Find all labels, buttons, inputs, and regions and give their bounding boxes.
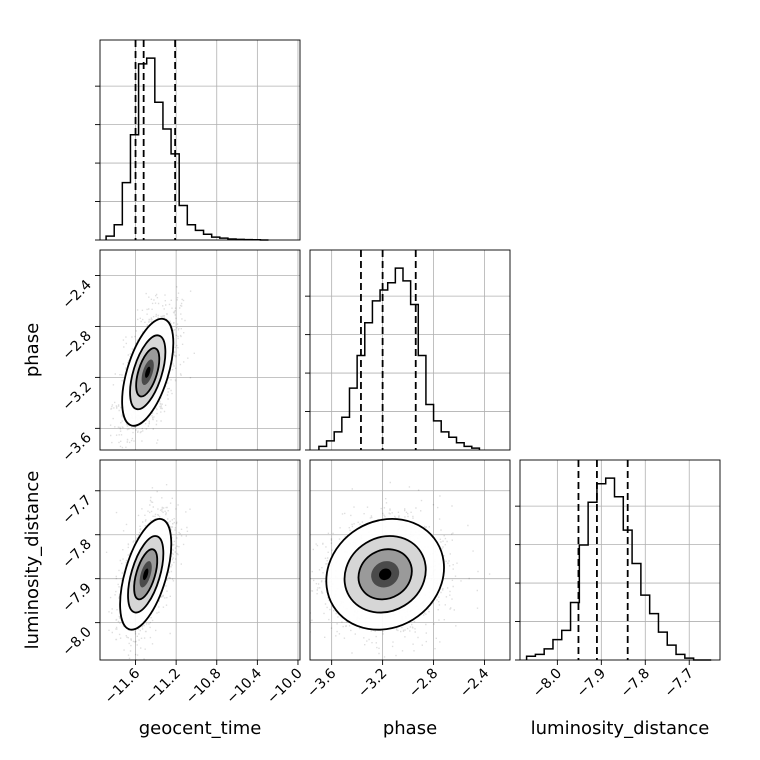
x-tick-label: −11.2: [142, 666, 184, 708]
marginal-panel-geocent_time: [95, 39, 301, 241]
x-tick-label: −7.7: [662, 666, 697, 701]
joint-density: [109, 286, 195, 450]
panel-frame: [99, 249, 301, 451]
x-tick-label: −10.4: [224, 665, 266, 707]
contour-2: [343, 535, 427, 614]
marginal-panel-phase: [305, 249, 511, 451]
x-tick-label: −10.8: [183, 666, 225, 708]
contour-2: [129, 334, 167, 411]
y-tick-label: −7.9: [59, 580, 94, 615]
panel-frame: [99, 39, 301, 241]
x-axis-label: geocent_time: [139, 718, 262, 739]
joint-panel-geocent_time-luminosity_distance: [99, 459, 301, 661]
y-axis-label: luminosity_distance: [22, 471, 43, 650]
panel-frame: [309, 459, 511, 661]
y-tick-label: −3.6: [59, 430, 94, 465]
density-level-5: [378, 568, 392, 581]
contour-1: [119, 518, 173, 631]
density-level-5: [145, 366, 151, 378]
x-tick-label: −3.6: [304, 665, 339, 700]
histogram-phase: [318, 267, 481, 450]
contour-1: [325, 518, 445, 631]
x-tick-label: −2.8: [406, 666, 441, 701]
x-tick-label: −3.2: [355, 666, 390, 701]
y-tick-label: −3.2: [59, 379, 94, 414]
histogram-luminosity_distance: [525, 477, 712, 661]
panel-frame: [519, 459, 721, 661]
y-tick-label: −2.8: [59, 328, 94, 363]
contour-2: [127, 535, 165, 614]
x-tick-label: −2.4: [457, 665, 492, 700]
contour-3: [133, 548, 159, 601]
panel-frame: [99, 459, 301, 661]
x-axis-label: luminosity_distance: [531, 718, 710, 739]
panel-frame: [309, 249, 511, 451]
y-tick-label: −7.8: [59, 536, 94, 571]
x-axis-label: phase: [383, 718, 437, 739]
x-tick-label: −8.0: [530, 666, 565, 701]
histogram-geocent_time: [105, 57, 269, 241]
joint-panel-phase-luminosity_distance: [309, 459, 511, 661]
x-tick-label: −7.8: [618, 666, 653, 701]
contour-1: [121, 317, 175, 427]
joint-density: [310, 481, 491, 660]
density-level-5: [143, 568, 149, 581]
x-tick-label: −11.6: [102, 665, 144, 707]
y-tick-label: −7.7: [59, 492, 94, 527]
x-tick-label: −10.0: [264, 666, 306, 708]
y-tick-label: −8.0: [59, 624, 94, 659]
contour-3: [135, 347, 161, 398]
marginal-panel-luminosity_distance: [515, 459, 721, 661]
y-tick-label: −2.4: [59, 277, 94, 312]
joint-panel-geocent_time-phase: [99, 249, 301, 451]
y-axis-label: phase: [22, 323, 43, 377]
x-tick-label: −7.9: [574, 666, 609, 701]
contour-3: [357, 548, 413, 601]
joint-density: [105, 484, 191, 660]
